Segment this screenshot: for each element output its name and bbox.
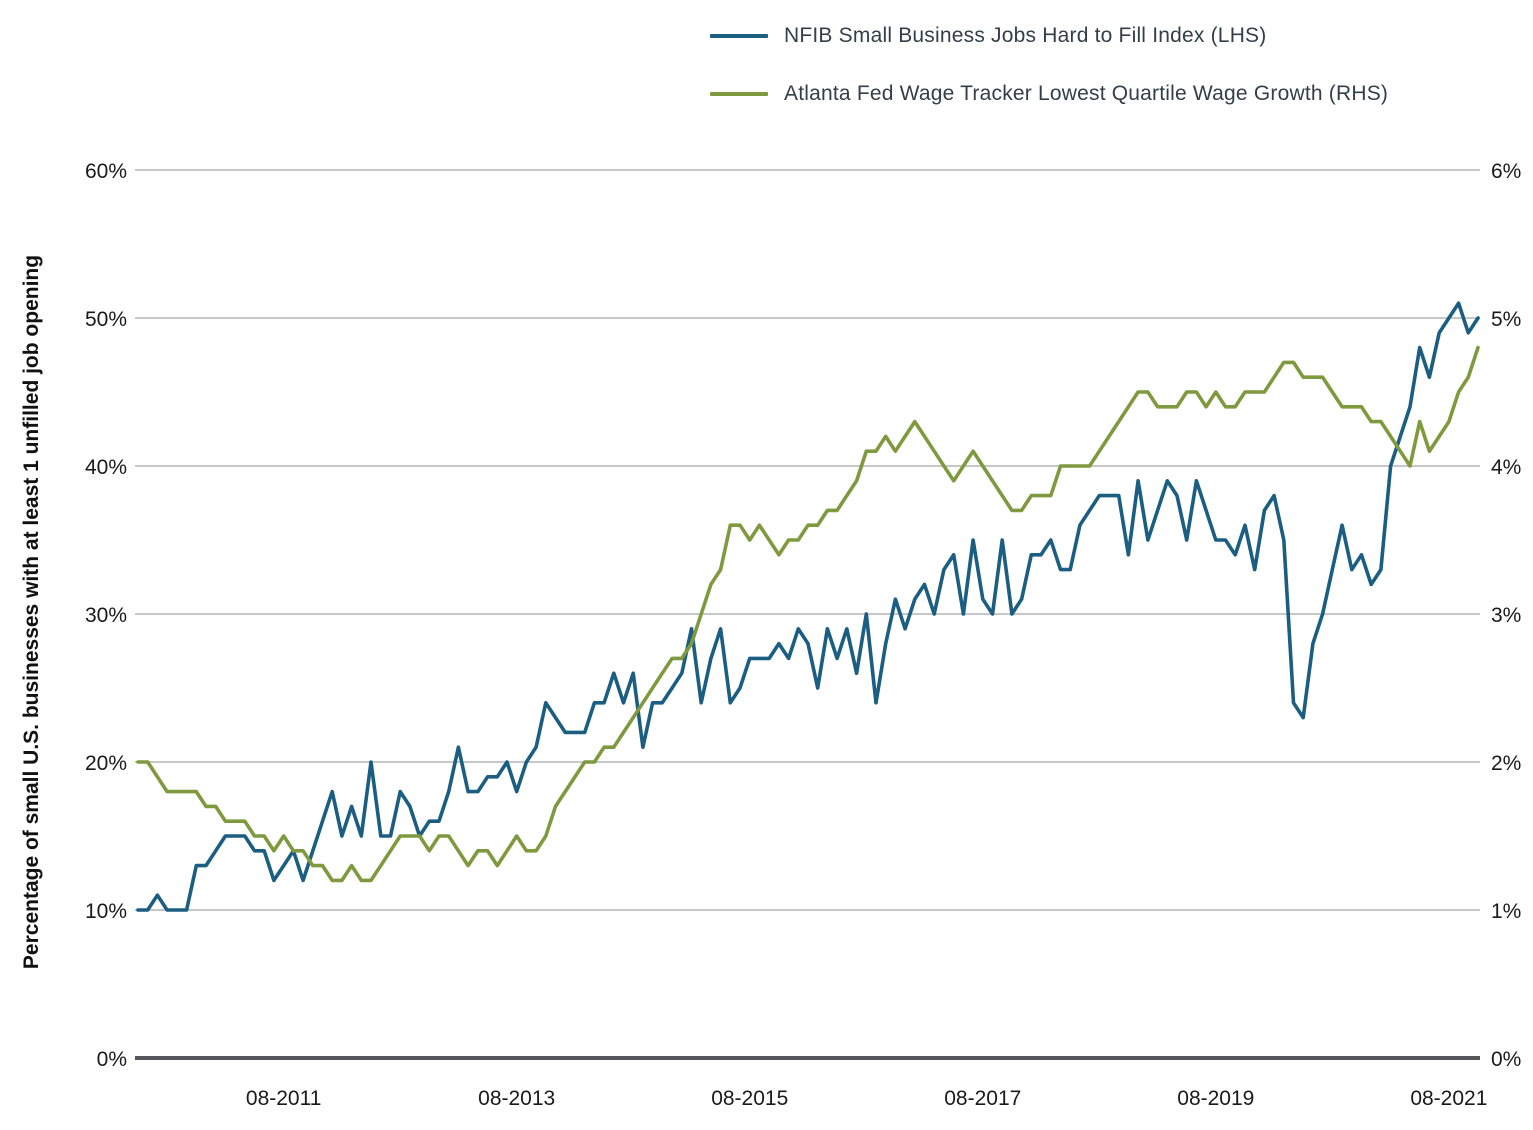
right-axis-tick-label: 1% [1491,900,1521,923]
legend-item-nfib: NFIB Small Business Jobs Hard to Fill In… [710,24,1388,48]
series-line-wage-tracker [136,345,1480,883]
right-axis-tick-label: 2% [1491,752,1521,775]
x-axis-tick-label: 08-2019 [1177,1087,1254,1110]
left-axis-tick-label: 50% [85,308,127,331]
left-axis-tick-label: 60% [85,160,127,183]
left-axis-tick-label: 40% [85,456,127,479]
right-axis-tick-label: 6% [1491,160,1521,183]
legend: NFIB Small Business Jobs Hard to Fill In… [710,24,1388,106]
x-axis-tick-label: 08-2011 [246,1087,322,1110]
left-axis-tick-label: 0% [97,1048,127,1071]
legend-label-wage-tracker: Atlanta Fed Wage Tracker Lowest Quartile… [784,82,1389,105]
legend-item-wage-tracker: Atlanta Fed Wage Tracker Lowest Quartile… [710,82,1388,106]
x-axis-tick-label: 08-2013 [478,1087,555,1110]
right-axis-tick-label: 5% [1491,308,1521,331]
left-axis-tick-label: 20% [85,752,127,775]
right-axis-tick-label: 3% [1491,604,1521,627]
x-axis-tick-label: 08-2015 [711,1087,788,1110]
left-axis-tick-label: 30% [85,604,127,627]
x-axis-tick-label: 08-2021 [1410,1087,1487,1110]
left-axis-tick-label: 10% [85,900,127,923]
right-axis-tick-label: 4% [1491,456,1521,479]
series-line-nfib [136,301,1480,912]
left-axis-title: Percentage of small U.S. businesses with… [20,254,43,970]
right-axis-tick-label: 0% [1491,1048,1521,1071]
legend-label-nfib: NFIB Small Business Jobs Hard to Fill In… [784,24,1267,47]
x-axis-tick-label: 08-2017 [944,1087,1021,1110]
legend-line-swatch-wage-tracker [710,92,768,96]
legend-line-swatch-nfib [710,34,768,38]
